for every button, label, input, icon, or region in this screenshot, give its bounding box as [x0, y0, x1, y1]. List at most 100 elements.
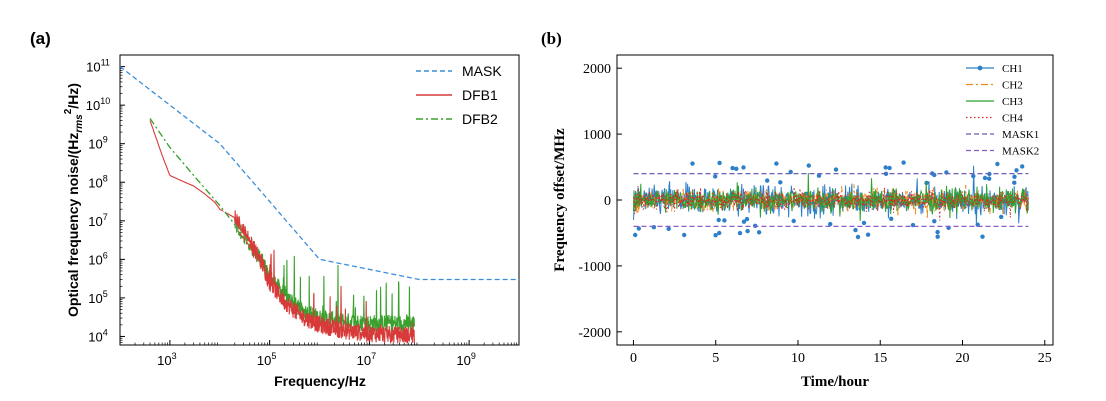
panel-a: (a) 103 105 107 109104105106107108109101010…	[30, 29, 520, 389]
panel-b-legend-label-ch4: CH4	[1002, 113, 1023, 125]
panel-b-y-tick-label: -2000	[578, 326, 611, 341]
panel-b-ch1-marker	[713, 233, 718, 238]
panel-b-x-tick-label: 25	[1038, 351, 1052, 366]
panel-a-y-tick-label: 1011	[86, 58, 110, 75]
panel-a-x-axis-label: Frequency/Hz	[274, 373, 366, 389]
panel-b-ch1-marker	[741, 219, 747, 224]
panel-b-legend-label-ch1: CH1	[1002, 63, 1023, 75]
panel-b-ch1-marker	[865, 232, 871, 237]
panel-b-ch1-marker	[982, 175, 988, 181]
panel-a-y-tick-label: 106	[88, 250, 107, 267]
panel-b-ch1-marker	[932, 219, 937, 224]
panel-b-series-ch4	[633, 186, 1029, 221]
panel-b-ch1-marker	[682, 232, 687, 238]
panel-b-ch1-marker	[717, 230, 722, 236]
panel-a-y-axis-label: Optical frequency noise/(Hzrms2/Hz)	[63, 83, 85, 317]
panel-b-ch1-marker	[1012, 180, 1017, 185]
panel-b-ch1-marker	[737, 230, 743, 236]
panel-b-ch1-marker	[855, 234, 861, 240]
panel-a-legend: MASK DFB1 DFB2	[416, 63, 502, 127]
panel-a-series-dfb1	[149, 120, 415, 344]
panel-a-ticks: 103 105 107 109 104 105 106 107 108 109 1010 1011	[86, 58, 518, 368]
panel-a-plot-frame	[119, 54, 520, 346]
panel-b-ch1-marker	[861, 220, 867, 226]
panel-b-x-tick-label: 0	[630, 351, 637, 366]
panel-b-ch1-marker	[980, 234, 985, 239]
panel-b-x-tick-label: 5	[712, 351, 719, 366]
panel-b-ch1-marker	[651, 225, 657, 230]
panel-b-ch1-marker	[778, 180, 783, 185]
panel-a-y-axis-label-main: Optical frequency noise/(Hz	[65, 133, 81, 317]
panel-b-x-tick-label: 15	[873, 351, 887, 366]
panel-b-ch1-marker	[744, 216, 750, 222]
panel-b-ch1-marker	[717, 160, 722, 166]
panel-a-label: (a)	[30, 29, 51, 48]
panel-b-ch1-marker	[806, 163, 811, 168]
panel-b-x-axis-label: Time/hour	[801, 374, 869, 390]
panel-b-ch1-marker	[633, 232, 638, 238]
panel-a-y-tick-label: 105	[88, 289, 107, 306]
panel-b-ch1-marker	[935, 234, 940, 239]
panel-b-ch1-marker	[741, 165, 746, 170]
panel-b-legend-label-mask2: MASK2	[1002, 146, 1039, 158]
panel-b-series	[633, 160, 1029, 240]
panel-b-ch1-marker	[853, 227, 858, 233]
panel-b-x-tick-label: 10	[791, 351, 805, 366]
panel-b-ch1-marker	[716, 217, 721, 223]
panel-b-ch1-marker	[756, 230, 762, 235]
panel-b-legend-label-ch3: CH3	[1002, 96, 1023, 108]
panel-a-x-tick-label: 107	[357, 351, 376, 368]
panel-a-y-axis-label-tail: /Hz)	[65, 83, 81, 109]
panel-a-y-tick-label: 107	[88, 212, 107, 229]
panel-a-y-tick-label: 109	[88, 135, 107, 152]
panel-b-ch1-marker	[636, 226, 641, 231]
panel-b-y-tick-label: 0	[604, 194, 611, 209]
panel-b-legend-marker-ch1	[977, 65, 983, 71]
panel-b-ch1-marker	[833, 167, 839, 172]
panel-b-ch1-marker	[901, 160, 906, 165]
panel-b-ch1-marker	[816, 173, 822, 178]
panel-a-legend-label-dfb2: DFB2	[462, 111, 498, 127]
panel-a-legend-label-dfb1: DFB1	[462, 87, 498, 103]
panel-b-ticks: 0 5 10 15 20 25 -2000 -1000 0 1000 2000	[578, 62, 1051, 366]
panel-b-ch1-marker	[730, 165, 735, 171]
panel-b-ch1-marker	[971, 173, 976, 179]
panel-b-ch1-marker	[828, 221, 833, 227]
panel-b-ch1-marker	[1012, 174, 1017, 179]
panel-b-x-tick-label: 20	[956, 351, 970, 366]
panel-b-ch1-marker	[765, 178, 770, 183]
panel-b-legend-label-ch2: CH2	[1002, 80, 1023, 92]
panel-b-ch1-marker	[722, 218, 727, 223]
panel-b-y-tick-label: 2000	[583, 62, 611, 77]
panel-b-ch1-marker	[1014, 168, 1019, 173]
panel-b-y-tick-label: -1000	[578, 260, 611, 275]
panel-b-ch1-marker	[995, 161, 1000, 167]
panel-b-ch1-marker	[690, 161, 695, 166]
panel-a-y-axis-label-superscript: 2	[63, 108, 74, 114]
panel-b-ch1-marker	[734, 166, 739, 171]
panel-b-ch1-marker	[889, 216, 894, 221]
panel-a-x-tick-label: 103	[157, 351, 176, 368]
panel-b-y-axis-label: Frequency offset/MHz	[552, 128, 568, 272]
panel-b-ch1-marker	[713, 174, 718, 179]
panel-b-ch1-marker	[1020, 164, 1025, 169]
panel-b-ch1-marker	[774, 161, 779, 166]
panel-a-series-mask	[119, 66, 519, 281]
panel-b-ch1-marker	[745, 228, 750, 234]
panel-a-x-tick-label: 105	[257, 351, 276, 368]
panel-b-ch1-marker	[887, 165, 892, 171]
panel-a-y-tick-label: 104	[88, 327, 107, 344]
panel-b-ch1-marker	[883, 165, 888, 170]
panel-a-y-tick-label: 108	[88, 173, 107, 190]
panel-b-ch1-marker	[999, 214, 1004, 220]
panel-b-ch1-marker	[935, 229, 940, 235]
panel-a-y-axis-label-subscript: rms	[74, 114, 85, 133]
panel-b-legend-label-mask1: MASK1	[1002, 129, 1039, 141]
panel-b-ch1-marker	[791, 218, 796, 224]
panel-a-y-tick-label: 1010	[86, 96, 110, 113]
panel-a-legend-label-mask: MASK	[462, 63, 502, 79]
panel-a-series-dfb2-upper	[149, 118, 251, 245]
panel-b: (b) 0 5 10 15 20 25 -2000 -1000 0 1000 2000 CH1 CH2…	[541, 29, 1054, 390]
panel-b-label: (b)	[541, 29, 562, 48]
panel-b-ch1-marker	[666, 226, 671, 231]
